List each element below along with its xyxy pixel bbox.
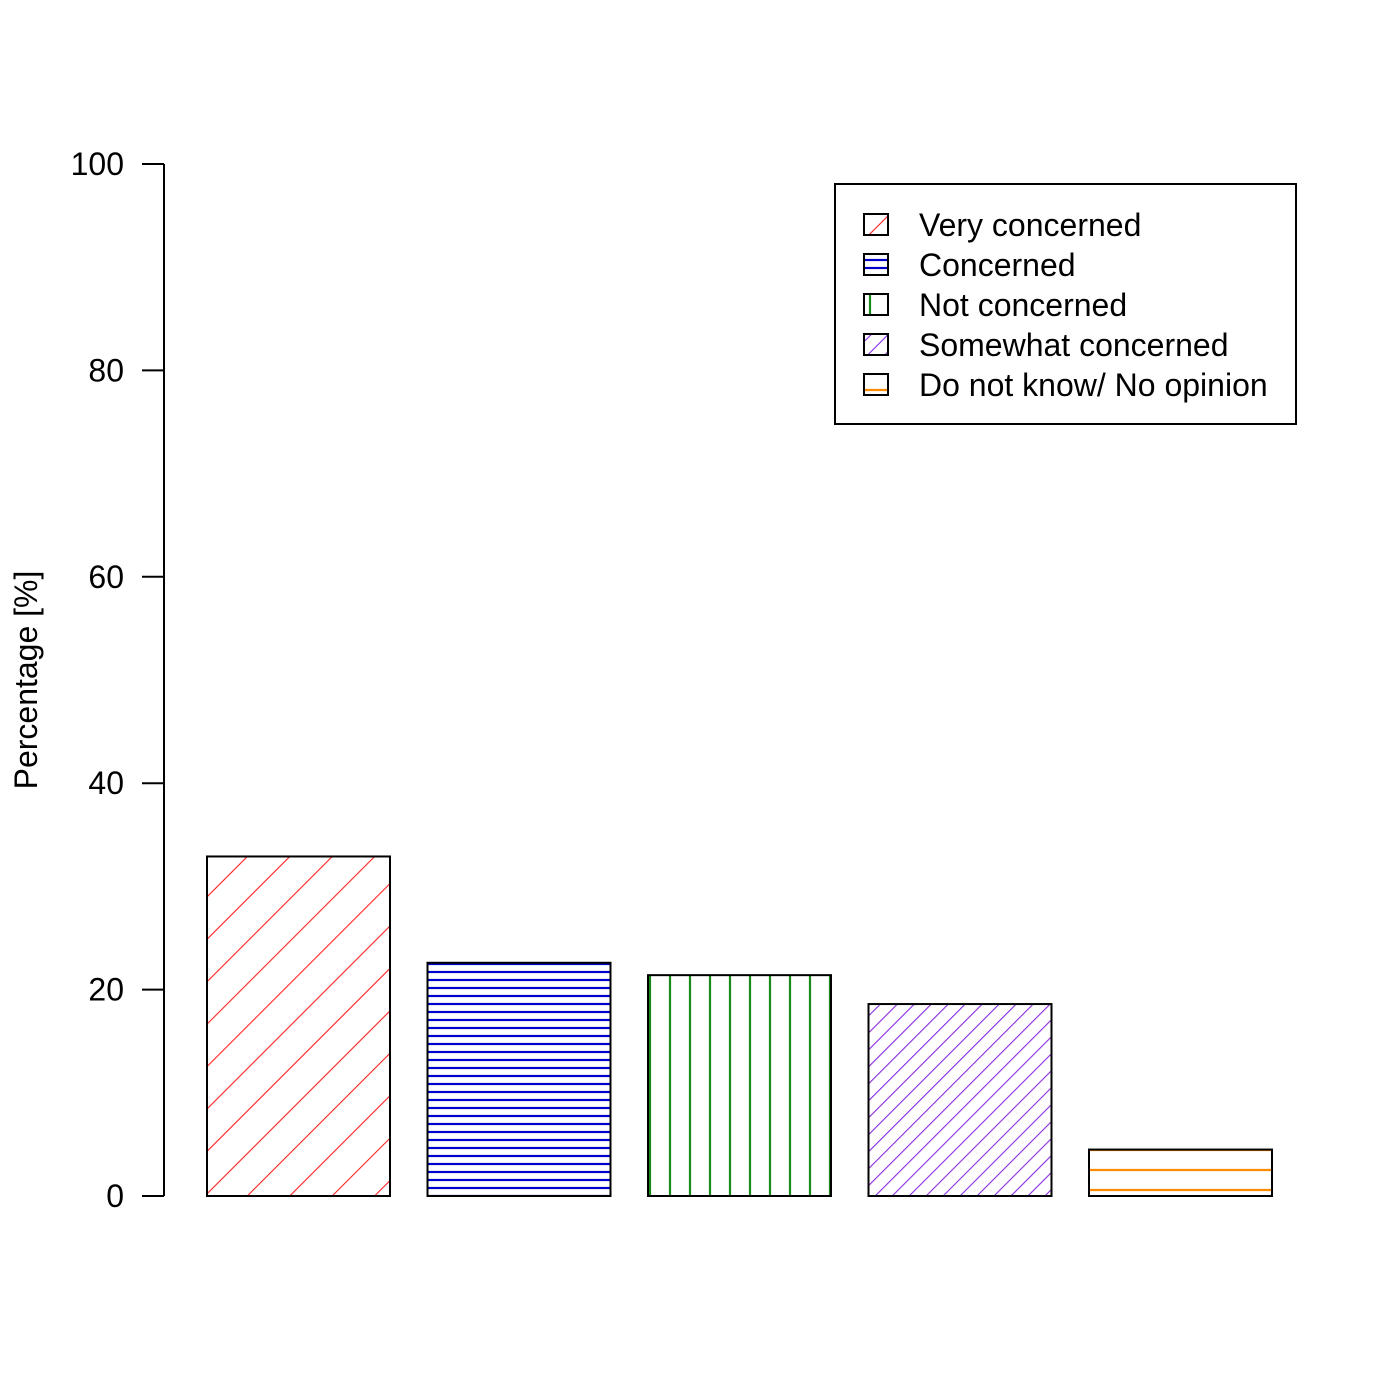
bars [206, 855, 1273, 1198]
y-tick-label: 80 [88, 352, 124, 388]
legend-item: Very concerned [863, 207, 1141, 243]
bar-outline [1088, 1148, 1273, 1198]
legend-label: Not concerned [919, 287, 1127, 323]
legend-swatch-fill [864, 334, 888, 355]
y-tick-label: 40 [88, 765, 124, 801]
legend-swatch-fill [864, 214, 888, 235]
bar [206, 855, 391, 1197]
legend-item: Somewhat concerned [863, 327, 1229, 363]
legend-item: Concerned [863, 247, 1076, 283]
bar-fill [427, 962, 611, 1196]
legend-swatch [863, 213, 889, 236]
y-axis: 0 20 40 60 80 100 [71, 146, 165, 1214]
bar [867, 1003, 1053, 1197]
bar-fill [207, 856, 390, 1196]
legend-label: Somewhat concerned [919, 327, 1229, 363]
legend-item: Do not know/ No opinion [863, 367, 1268, 403]
bar-outline [647, 974, 832, 1197]
legend-swatch-fill [864, 374, 888, 395]
bar-outline [426, 961, 612, 1197]
y-tick-label: 20 [88, 972, 124, 1008]
legend-box [834, 183, 1297, 425]
bar-fill [648, 975, 831, 1196]
legend-label: Concerned [919, 247, 1076, 283]
legend-swatch-fill [864, 254, 888, 275]
bar-fill [868, 1004, 1052, 1196]
bar [647, 974, 832, 1197]
legend-swatch [863, 333, 889, 356]
bar-outline [867, 1003, 1053, 1197]
bar [426, 961, 612, 1197]
y-axis-title: Percentage [%] [8, 571, 44, 790]
legend-label: Do not know/ No opinion [919, 367, 1268, 403]
bar-outline [206, 855, 391, 1197]
legend-swatch [863, 253, 889, 276]
legend-swatch [863, 293, 889, 316]
y-tick-label: 0 [106, 1178, 124, 1214]
y-tick-label: 60 [88, 559, 124, 595]
legend-label: Very concerned [919, 207, 1141, 243]
y-tick-label: 100 [71, 146, 124, 182]
legend-swatch [863, 373, 889, 396]
bar-fill [1089, 1149, 1272, 1196]
bar [1088, 1148, 1273, 1198]
legend-item: Not concerned [863, 287, 1127, 323]
legend: Very concerned Concerned Not concerned Some… [834, 183, 1297, 425]
legend-swatch-fill [864, 294, 888, 315]
